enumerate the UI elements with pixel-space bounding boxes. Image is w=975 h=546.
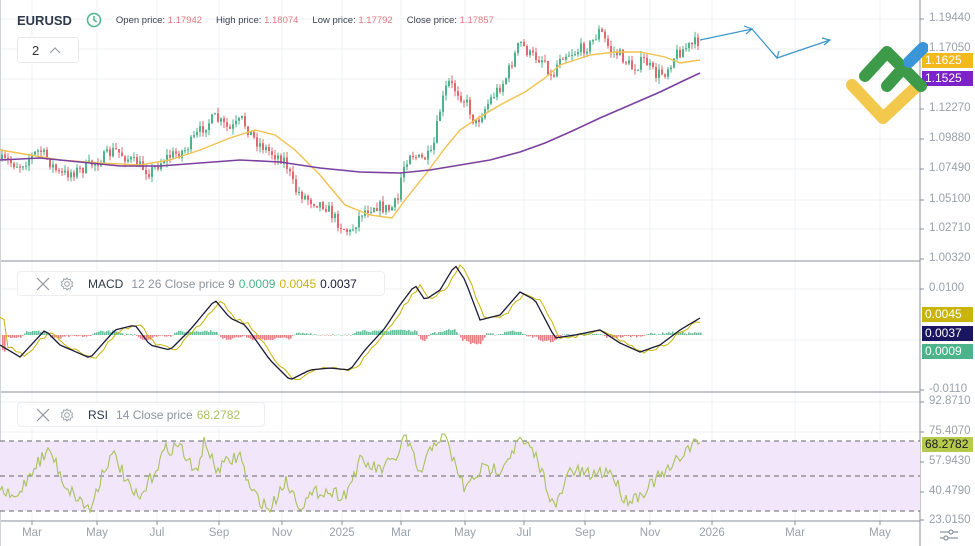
time-axis-label: 2026: [699, 527, 725, 539]
macd-hist-value: 0.0009: [238, 276, 276, 291]
time-axis-label: May: [86, 527, 108, 539]
time-axis-label: May: [454, 527, 476, 539]
time-axis-label: Mar: [391, 527, 411, 539]
macd-axis-label: 0.0100: [929, 282, 965, 294]
sma-short-price-tag: 1.1625: [922, 53, 973, 68]
macd-line-tag: 0.0037: [922, 326, 973, 341]
rsi-axis-label: 23.0150: [929, 514, 971, 526]
macd-name: MACD: [88, 276, 124, 291]
time-axis-label: Mar: [785, 527, 805, 539]
clock-icon[interactable]: [86, 12, 102, 28]
price-axis-label: 1.12270: [929, 102, 971, 114]
macd-hist-tag: 0.0009: [922, 344, 973, 359]
price-axis-label: 1.00320: [929, 252, 971, 264]
close-icon[interactable]: [36, 277, 50, 291]
macd-legend: MACD 12 26 Close price 9 0.0009 0.0045 0…: [17, 271, 385, 296]
time-axis-label: Mar: [22, 527, 42, 539]
indicator-count-toggle[interactable]: 2: [17, 37, 79, 63]
indicator-count: 2: [32, 42, 40, 58]
gear-icon[interactable]: [60, 276, 74, 291]
rsi-axis-label: 92.8710: [929, 395, 971, 407]
chevron-up-icon: [49, 47, 61, 54]
rsi-axis-label: 57.9430: [929, 455, 971, 467]
macd-signal-tag: 0.0045: [922, 307, 973, 322]
macd-axis-label: -0.0110: [929, 383, 968, 395]
gear-icon[interactable]: [60, 407, 74, 422]
time-axis-label: May: [869, 527, 891, 539]
brand-logo: [846, 42, 928, 124]
rsi-params: 14 Close price: [116, 407, 193, 422]
rsi-axis-label: 75.4070: [929, 425, 971, 437]
price-axis-label: 1.09880: [929, 132, 971, 144]
chart-header: EURUSD Open price: 1.17942 High price: 1…: [17, 12, 494, 28]
time-axis-label: Nov: [271, 527, 293, 539]
symbol-label: EURUSD: [17, 12, 72, 28]
macd-line-value: 0.0037: [320, 276, 357, 291]
rsi-legend: RSI 14 Close price 68.2782: [17, 402, 265, 427]
price-axis-label: 1.17050: [929, 42, 971, 54]
sma-long-price-tag: 1.1525: [922, 71, 973, 86]
close-price: Close price: 1.17857: [406, 14, 494, 26]
close-icon[interactable]: [36, 408, 50, 422]
rsi-value: 68.2782: [196, 407, 241, 422]
high-price: High price: 1.18074: [216, 14, 299, 26]
price-axis-label: 1.05100: [929, 193, 971, 205]
time-axis-label: 2025: [329, 527, 355, 539]
macd-signal-value: 0.0045: [279, 276, 317, 291]
rsi-name: RSI: [88, 407, 109, 422]
time-axis-label: Sep: [208, 527, 230, 539]
time-axis-label: Jul: [516, 527, 532, 539]
price-axis-label: 1.02710: [929, 222, 971, 234]
price-axis-label: 1.19440: [929, 12, 971, 24]
time-axis-label: Nov: [639, 527, 661, 539]
rsi-value-tag: 68.2782: [922, 437, 973, 452]
time-axis-label: Sep: [574, 527, 596, 539]
open-price: Open price: 1.17942: [115, 14, 203, 26]
macd-params: 12 26 Close price 9: [131, 276, 235, 291]
low-price: Low price: 1.17792: [312, 14, 393, 26]
price-axis-label: 1.07490: [929, 162, 971, 174]
time-axis-label: Jul: [149, 527, 165, 539]
settings-sliders-icon[interactable]: [938, 528, 960, 542]
rsi-axis-label: 40.4790: [929, 485, 971, 497]
